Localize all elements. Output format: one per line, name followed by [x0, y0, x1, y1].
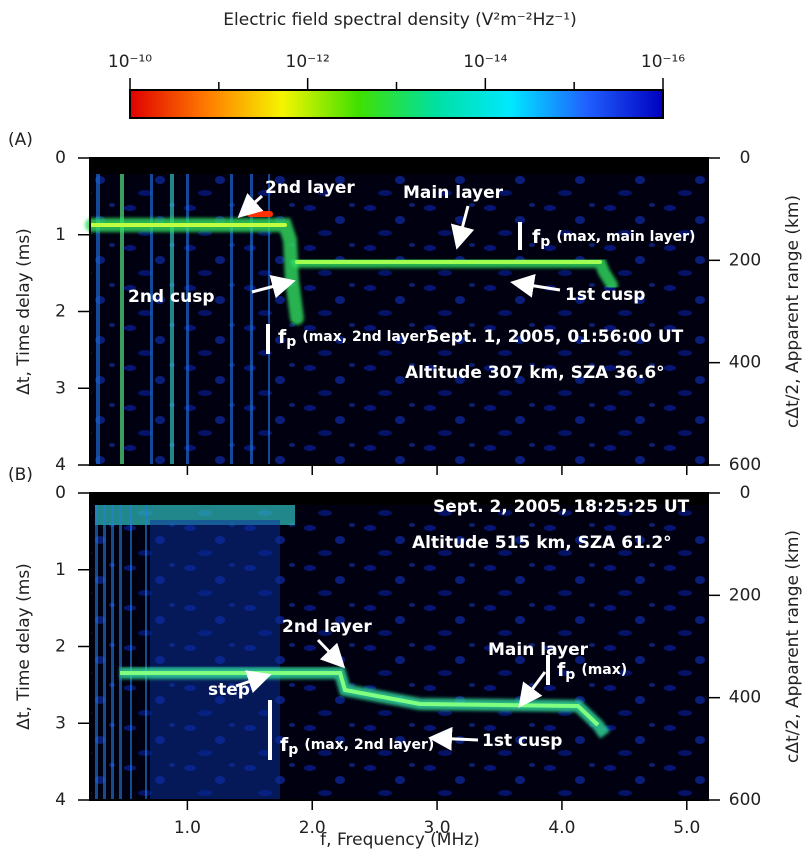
annotation-arrow — [450, 205, 475, 250]
annotation: Main layer — [488, 640, 589, 660]
colorbar — [129, 89, 664, 119]
y-tick-label: 0 — [55, 148, 66, 168]
y2-tick-label: 600 — [729, 455, 761, 475]
panel-a-image — [85, 158, 708, 465]
y-tick-label: 3 — [55, 713, 66, 733]
fp-note: (max, main layer) — [556, 229, 695, 245]
y2-tick-label: 400 — [729, 688, 761, 708]
colorbar-tick-label: 10⁻¹⁶ — [641, 52, 685, 72]
panel-b-image — [90, 493, 708, 800]
annotation-arrow — [518, 671, 547, 708]
annotation: Sept. 1, 2005, 01:56:00 UT — [427, 327, 684, 347]
y2-tick-label: 600 — [729, 790, 761, 810]
fp-note: (max) — [581, 662, 627, 678]
y-tick-label: 0 — [55, 483, 66, 503]
y2-axis-label: cΔt/2, Apparent range (km) — [783, 530, 803, 763]
colorbar-tick-label: 10⁻¹⁰ — [108, 52, 152, 72]
y-tick-label: 1 — [55, 560, 66, 580]
y-tick-label: 3 — [55, 378, 66, 398]
fp-annotation: fp (max, 2nd layer) — [278, 326, 432, 351]
fp-note: (max, 2nd layer) — [302, 329, 432, 345]
panel-label: (B) — [8, 465, 33, 485]
y-tick-label: 4 — [55, 455, 66, 475]
annotation-arrow — [510, 273, 561, 298]
fp-annotation: fp (max) — [557, 659, 627, 684]
x-tick-label: 5.0 — [673, 818, 700, 838]
y-axis-label: Δt, Time delay (ms) — [14, 563, 34, 730]
fp-subscript: p — [540, 234, 550, 250]
fp-subscript: p — [565, 667, 575, 683]
fp-symbol: f — [280, 734, 289, 756]
annotation: 1st cusp — [565, 285, 645, 305]
colorbar-tick-label: 10⁻¹² — [286, 52, 330, 72]
y2-tick-label: 400 — [729, 353, 761, 373]
fp-annotation: fp (max, 2nd layer) — [280, 734, 434, 759]
annotation-arrow — [237, 193, 264, 219]
y2-tick-label: 200 — [729, 250, 761, 270]
fp-note: (max, 2nd layer) — [304, 737, 434, 753]
annotation: 2nd layer — [265, 178, 355, 198]
x-tick-label: 3.0 — [424, 818, 451, 838]
annotation: Altitude 515 km, SZA 61.2° — [412, 533, 672, 553]
y-axis-label: Δt, Time delay (ms) — [14, 228, 34, 395]
annotation: Main layer — [403, 183, 504, 203]
colorbar-tick-label: 10⁻¹⁴ — [463, 52, 507, 72]
x-tick-label: 1.0 — [174, 818, 201, 838]
annotation-arrow — [316, 638, 346, 669]
fp-annotation: fp (max, main layer) — [532, 226, 695, 251]
y2-tick-label: 0 — [740, 148, 751, 168]
fp-symbol: f — [278, 326, 287, 348]
annotation-arrow — [428, 726, 479, 751]
y-tick-label: 2 — [55, 637, 66, 657]
fp-symbol: f — [557, 659, 566, 681]
annotation-arrow — [235, 670, 272, 694]
annotation: 2nd cusp — [128, 287, 215, 307]
y-tick-label: 4 — [55, 790, 66, 810]
x-axis-label: f, Frequency (MHz) — [320, 830, 480, 850]
annotation: Altitude 307 km, SZA 36.6° — [405, 363, 665, 383]
y2-tick-label: 200 — [729, 585, 761, 605]
annotation: 1st cusp — [482, 731, 562, 751]
fp-subscript: p — [288, 742, 298, 758]
annotation-arrow — [251, 274, 296, 299]
x-tick-label: 4.0 — [548, 818, 575, 838]
panel-label: (A) — [8, 130, 33, 150]
fp-symbol: f — [532, 226, 541, 248]
y-tick-label: 1 — [55, 225, 66, 245]
y-tick-label: 2 — [55, 302, 66, 322]
x-tick-label: 2.0 — [299, 818, 326, 838]
colorbar-title: Electric field spectral density (V²m⁻²Hz… — [223, 10, 576, 30]
annotation: Sept. 2, 2005, 18:25:25 UT — [433, 497, 690, 517]
y2-axis-label: cΔt/2, Apparent range (km) — [783, 195, 803, 428]
y2-tick-label: 0 — [740, 483, 751, 503]
annotation: 2nd layer — [282, 617, 372, 637]
fp-subscript: p — [286, 334, 296, 350]
